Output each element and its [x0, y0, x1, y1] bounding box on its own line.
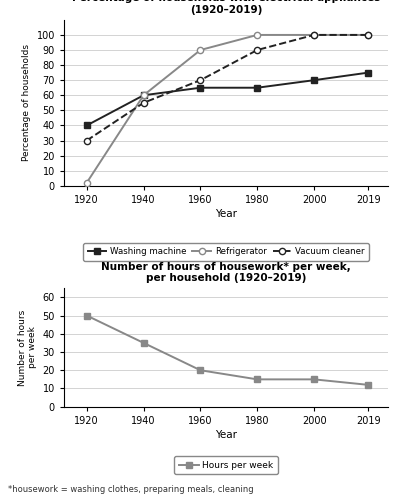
X-axis label: Year: Year [215, 430, 237, 440]
X-axis label: Year: Year [215, 209, 237, 219]
Y-axis label: Percentage of households: Percentage of households [22, 44, 31, 161]
Text: *housework = washing clothes, preparing meals, cleaning: *housework = washing clothes, preparing … [8, 485, 254, 494]
Legend: Washing machine, Refrigerator, Vacuum cleaner: Washing machine, Refrigerator, Vacuum cl… [83, 243, 369, 261]
Title: Percentage of households with electrical appliances
(1920–2019): Percentage of households with electrical… [72, 0, 380, 15]
Title: Number of hours of housework* per week,
per household (1920–2019): Number of hours of housework* per week, … [101, 262, 351, 283]
Legend: Hours per week: Hours per week [174, 456, 278, 474]
Y-axis label: Number of hours
per week: Number of hours per week [18, 310, 37, 385]
